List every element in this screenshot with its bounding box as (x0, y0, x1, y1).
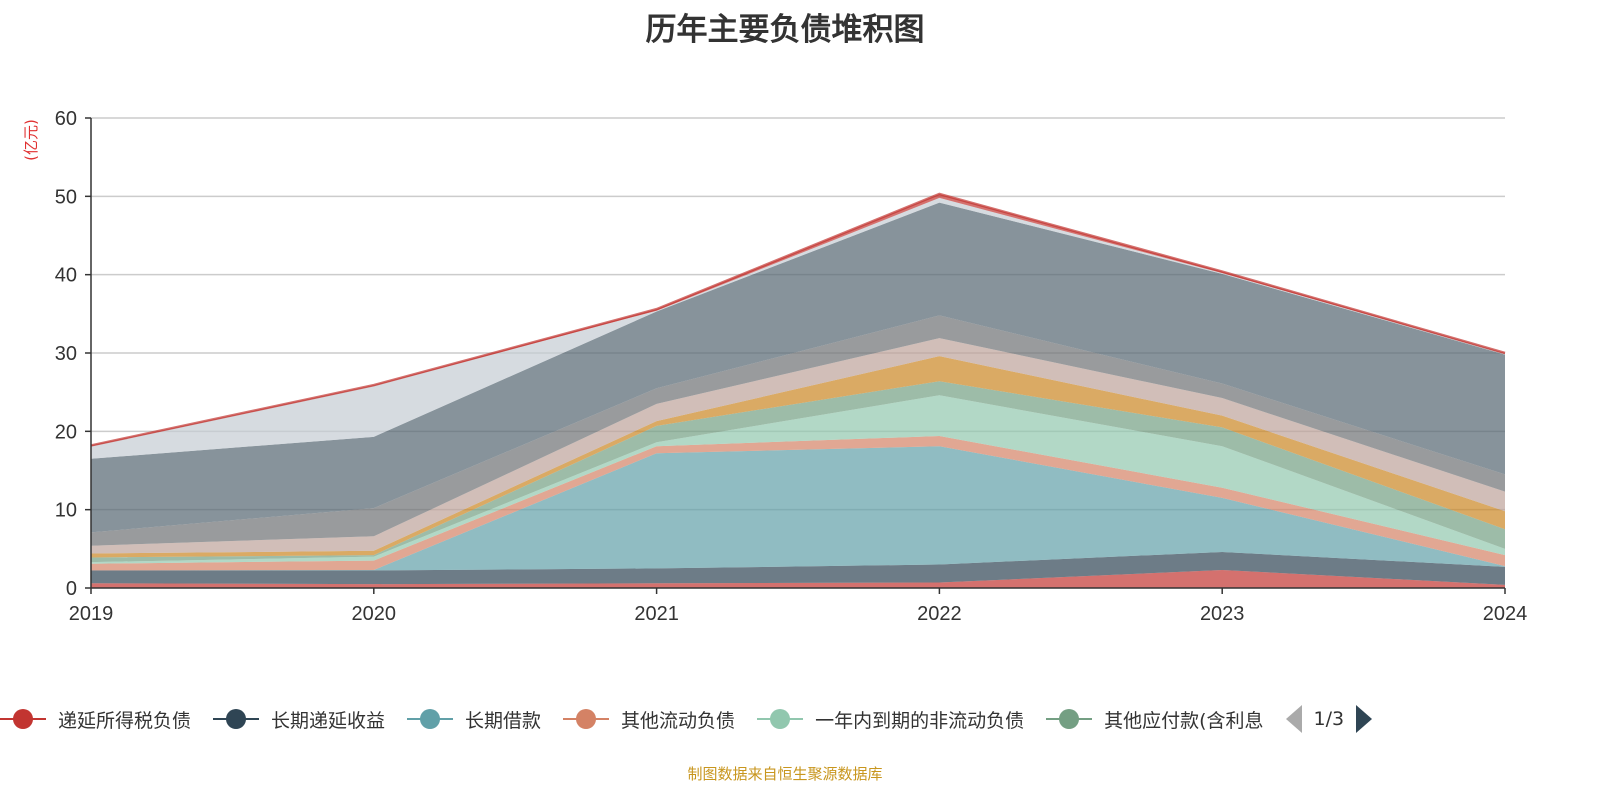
total-line (90, 192, 1506, 447)
area-series-9 (91, 315, 1505, 546)
area-series-3 (91, 446, 1505, 571)
legend-next-page-icon[interactable] (1356, 705, 1373, 733)
legend-marker-icon (1046, 704, 1093, 734)
legend-marker-icon (407, 704, 454, 734)
stacked-area-chart: 0 10 20 30 40 50 60 2019 2020 2021 2022 2023 2024 (55, 108, 1528, 625)
area-series-1 (91, 569, 1505, 588)
area-series-4 (91, 436, 1505, 571)
legend-label: 其他应付款(含利息 (1104, 709, 1264, 732)
area-series-5 (91, 395, 1505, 564)
legend-marker-icon (757, 704, 804, 734)
y-tick-label: 10 (55, 500, 77, 522)
legend-prev-page-icon[interactable] (1285, 705, 1302, 733)
legend-label: 其他流动负债 (621, 709, 736, 732)
area-series-2 (91, 551, 1505, 585)
y-tick-label: 50 (55, 186, 77, 208)
y-tick-label: 0 (66, 578, 77, 600)
legend-item[interactable]: 递延所得税负债 (0, 704, 191, 734)
legend: 递延所得税负债 长期递延收益 长期借款 其他流动负债 一年内到期的非流动负债 其他应付款(… (0, 704, 1373, 734)
legend-item[interactable]: 长期递延收益 (213, 704, 385, 734)
y-tick-label: 40 (55, 265, 77, 287)
legend-label: 长期递延收益 (271, 709, 386, 732)
area-series-7 (91, 356, 1505, 558)
legend-marker-icon (213, 704, 260, 734)
x-tick-label: 2024 (1483, 603, 1528, 625)
y-tick-label: 60 (55, 108, 77, 130)
legend-marker-icon (0, 704, 46, 734)
x-tick-label: 2022 (917, 603, 962, 625)
legend-item[interactable]: 其他应付款(含利息 (1046, 704, 1264, 734)
x-tick-label: 2023 (1200, 603, 1245, 625)
y-tick-label: 20 (55, 421, 77, 443)
legend-item[interactable]: 其他流动负债 (563, 704, 735, 734)
legend-pager: 1/3 (1285, 705, 1373, 733)
legend-label: 一年内到期的非流动负债 (815, 709, 1025, 732)
area-series-11 (91, 197, 1505, 459)
legend-marker-icon (563, 704, 610, 734)
data-source-note: 制图数据来自恒生聚源数据库 (687, 765, 883, 783)
x-tick-label: 2019 (69, 603, 114, 625)
legend-label: 递延所得税负债 (58, 709, 192, 732)
y-tick-label: 30 (55, 343, 77, 365)
x-tick-label: 2021 (634, 603, 679, 625)
area-series-8 (91, 338, 1505, 554)
area-series-10 (91, 202, 1505, 533)
legend-page-indicator: 1/3 (1313, 708, 1345, 730)
legend-item[interactable]: 一年内到期的非流动负债 (757, 704, 1024, 734)
chart-title: 历年主要负债堆积图 (645, 12, 925, 48)
x-tick-label: 2020 (352, 603, 397, 625)
legend-item[interactable]: 长期借款 (407, 704, 541, 734)
area-series-6 (91, 381, 1505, 563)
legend-label: 长期借款 (465, 709, 542, 732)
